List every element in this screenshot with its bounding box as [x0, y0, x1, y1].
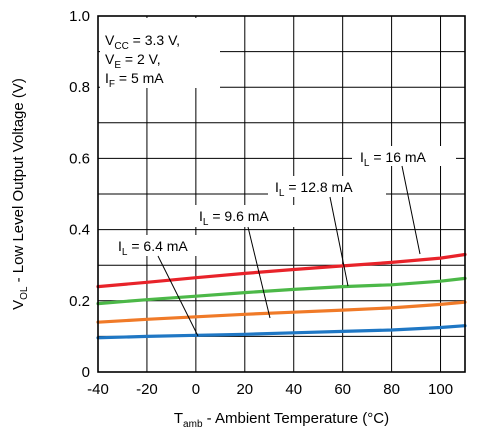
- callout-bg-6-4ma: [112, 235, 212, 256]
- series-line-3: [96, 252, 467, 289]
- leader-16ma: [401, 165, 421, 255]
- x-tick-label: 20: [236, 381, 253, 398]
- y-tick-label: 0.2: [69, 293, 90, 310]
- x-tick-labels: -40 -20 0 20 40 60 80 100: [87, 381, 453, 398]
- series-label-12-8ma: IL = 12.8 mA: [275, 179, 353, 199]
- series-line-0: [96, 324, 467, 340]
- condition-if: IF = 5 mA: [105, 70, 164, 90]
- callout-bg-16ma: [352, 146, 456, 166]
- series-line-1: [96, 300, 467, 324]
- y-tick-labels: 0 0.2 0.4 0.6 0.8 1.0: [69, 8, 90, 381]
- series-line-2: [96, 276, 467, 306]
- y-tick-label: 0.8: [69, 79, 90, 96]
- leader-12-8ma: [329, 196, 349, 287]
- x-axis-title: Tamb - Ambient Temperature (°C): [174, 410, 389, 430]
- callout-bg-12-8ma: [268, 176, 386, 197]
- series-label-9-6ma: IL = 9.6 mA: [199, 208, 269, 228]
- series-layer: [96, 252, 467, 340]
- x-tick-label: 100: [428, 381, 453, 398]
- y-tick-label: 0.6: [69, 150, 90, 167]
- x-tick-label: -40: [87, 381, 109, 398]
- x-tick-label: 60: [334, 381, 351, 398]
- leader-6-4ma: [157, 255, 199, 337]
- x-tick-label: 0: [192, 381, 200, 398]
- condition-ve: VE = 2 V,: [105, 51, 161, 71]
- series-label-6-4ma: IL = 6.4 mA: [118, 238, 188, 258]
- callout-bg-9-6ma: [193, 205, 295, 227]
- series-label-16ma: IL = 16 mA: [360, 149, 427, 169]
- y-tick-label: 0.4: [69, 222, 90, 239]
- x-tick-label: -20: [136, 381, 158, 398]
- y-tick-label: 1.0: [69, 8, 90, 25]
- conditions-box: [100, 18, 220, 88]
- plot-frame: [97, 15, 466, 373]
- leader-9-6ma: [247, 226, 271, 319]
- series-callouts: IL = 16 mA IL = 12.8 mA IL = 9.6 mA IL =…: [112, 146, 456, 337]
- x-tick-label: 40: [285, 381, 302, 398]
- x-tick-label: 80: [383, 381, 400, 398]
- condition-vcc: VCC = 3.3 V,: [105, 32, 180, 52]
- y-axis-title: VOL - Low Level Output Voltage (V): [10, 78, 30, 310]
- y-tick-label: 0: [82, 364, 90, 381]
